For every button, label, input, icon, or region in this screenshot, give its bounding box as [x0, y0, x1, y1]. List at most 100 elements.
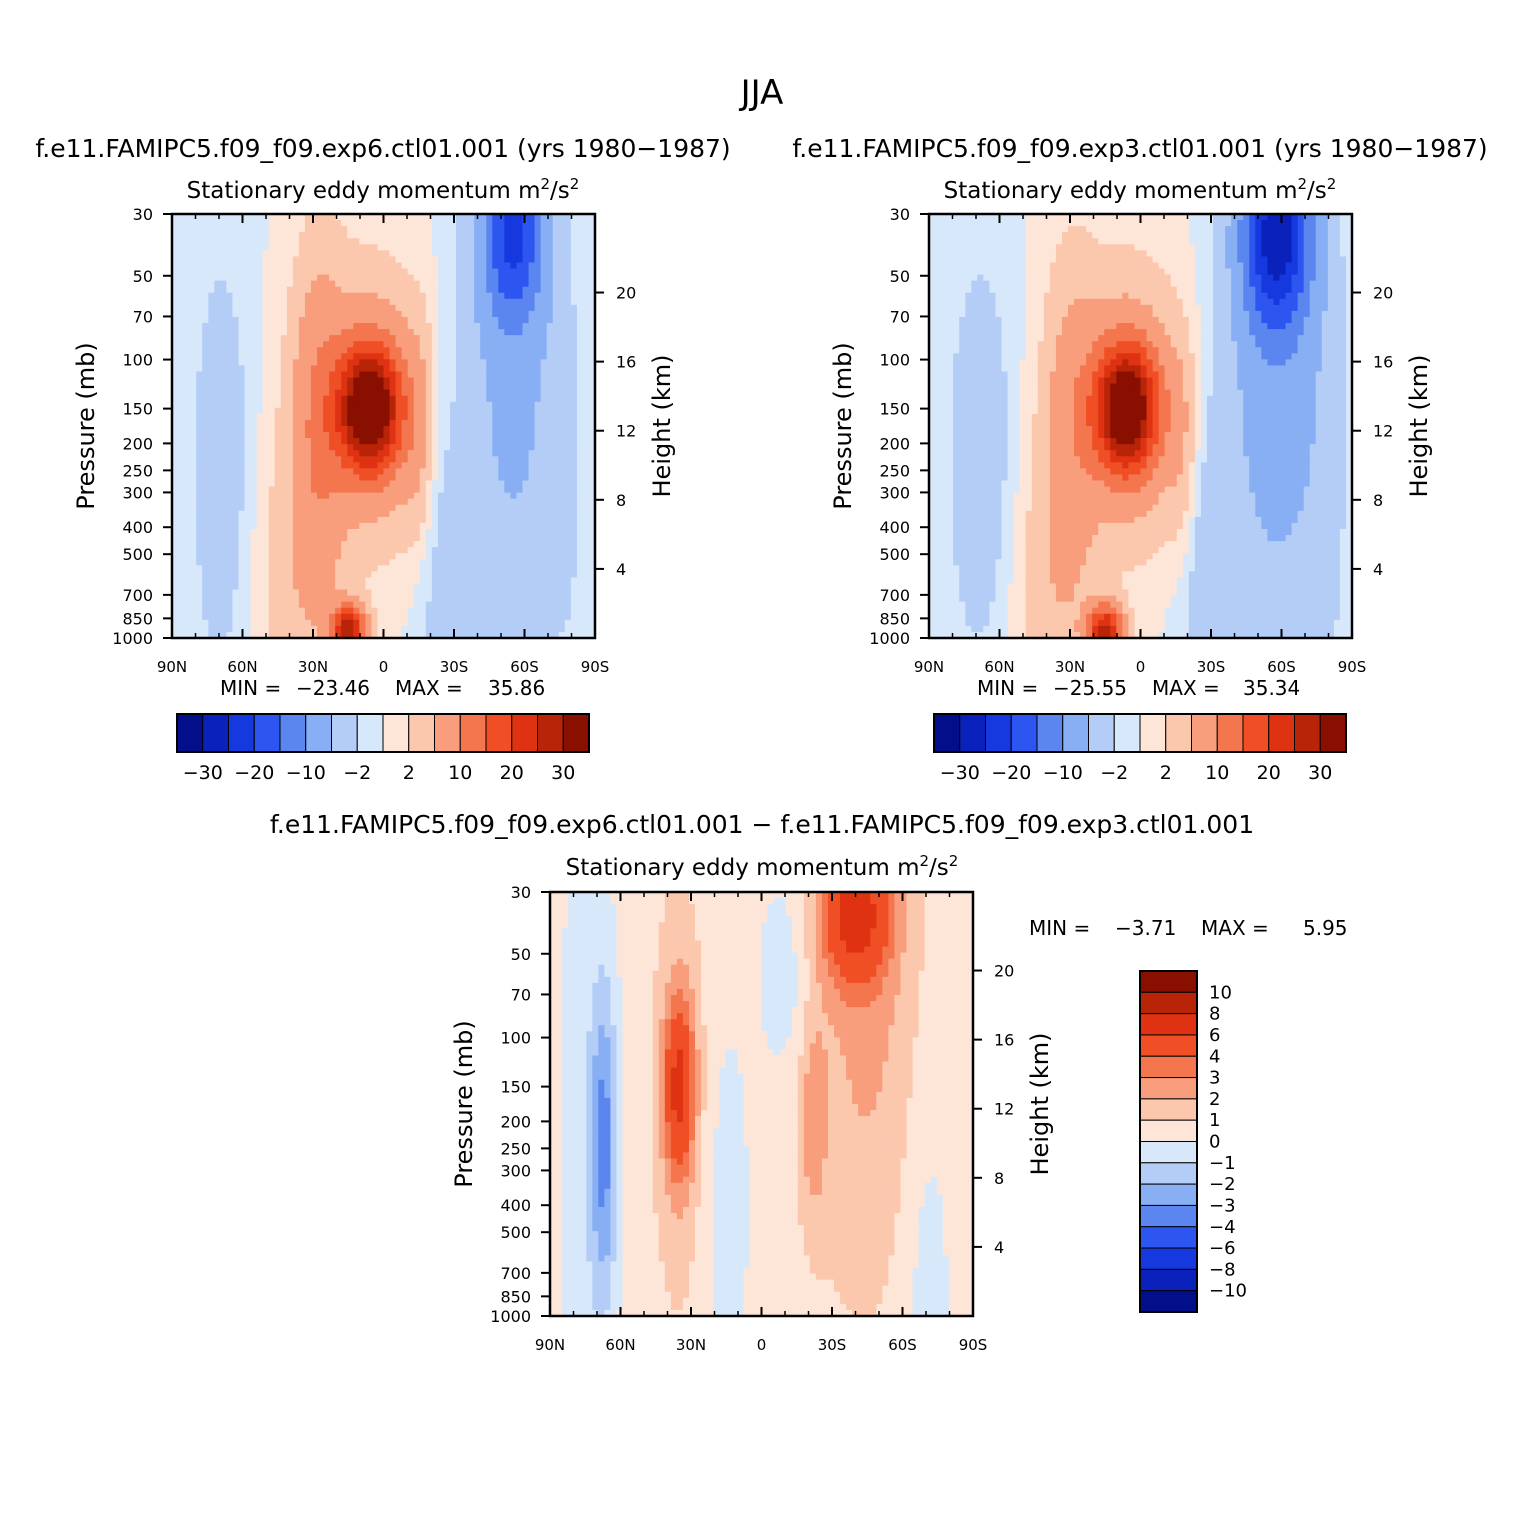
field-cell: [359, 262, 366, 270]
field-cell: [208, 316, 215, 324]
field-cell: [474, 565, 481, 572]
field-cell: [431, 232, 439, 239]
y-tick-label: 700: [122, 586, 153, 605]
field-cell: [353, 541, 360, 548]
field-cell: [528, 335, 536, 342]
field-cell: [546, 280, 554, 288]
field-cell: [383, 486, 391, 494]
field-cell: [383, 341, 391, 348]
field-cell: [443, 565, 451, 572]
field-cell: [323, 353, 330, 360]
field-cell: [401, 432, 409, 439]
field-cell: [274, 298, 282, 306]
field-cell: [383, 444, 391, 451]
field-cell: [353, 335, 360, 342]
field-cell: [232, 262, 240, 270]
field-cell: [329, 486, 336, 494]
field-cell: [196, 274, 203, 282]
field-cell: [395, 310, 403, 318]
field-cell: [419, 625, 427, 633]
field-cell: [323, 323, 330, 330]
y2-tick-label: 16: [616, 353, 636, 372]
field-cell: [304, 498, 312, 506]
field-cell: [570, 238, 578, 245]
field-cell: [196, 310, 203, 318]
field-cell: [232, 335, 240, 342]
field-cell: [383, 371, 391, 379]
field-cell: [480, 250, 487, 257]
field-cell: [365, 389, 373, 397]
field-cell: [437, 268, 445, 276]
field-cell: [413, 450, 421, 457]
field-cell: [359, 268, 366, 276]
field-cell: [522, 613, 530, 621]
field-cell: [190, 480, 197, 488]
field-cell: [268, 631, 276, 639]
field-cell: [419, 256, 427, 264]
field-cell: [407, 383, 415, 391]
field-cell: [371, 238, 379, 245]
field-cell: [226, 595, 234, 603]
field-cell: [407, 286, 415, 294]
field-cell: [317, 516, 324, 524]
field-cell: [298, 528, 306, 536]
field-cell: [184, 323, 191, 330]
field-cell: [534, 268, 542, 276]
field-cell: [353, 450, 360, 457]
field-cell: [250, 468, 258, 476]
field-cell: [280, 601, 288, 609]
field-cell: [353, 268, 360, 276]
field-cell: [341, 510, 348, 518]
field-cell: [462, 304, 469, 312]
field-cell: [310, 401, 318, 409]
field-cell: [250, 577, 258, 585]
field-cell: [413, 492, 421, 500]
field-cell: [353, 474, 360, 482]
field-cell: [570, 377, 578, 385]
field-cell: [522, 595, 530, 603]
field-cell: [377, 316, 385, 324]
field-cell: [449, 438, 457, 445]
field-cell: [492, 238, 499, 245]
field-cell: [347, 516, 354, 524]
field-cell: [371, 335, 379, 342]
field-cell: [462, 232, 469, 239]
field-cell: [371, 268, 379, 276]
field-cell: [377, 613, 385, 621]
field-cell: [190, 419, 197, 427]
field-cell: [456, 353, 463, 360]
field-cell: [232, 268, 240, 276]
field-cell: [552, 516, 560, 524]
field-cell: [540, 474, 548, 482]
field-cell: [329, 565, 336, 572]
field-cell: [570, 383, 578, 391]
field-cell: [377, 274, 385, 282]
field-cell: [576, 395, 584, 403]
field-cell: [359, 432, 366, 439]
field-cell: [395, 547, 403, 554]
field-cell: [576, 559, 584, 566]
field-cell: [480, 631, 487, 639]
field-cell: [298, 347, 306, 354]
field-cell: [341, 244, 348, 251]
field-cell: [419, 480, 427, 488]
field-cell: [504, 631, 511, 639]
field-cell: [431, 238, 439, 245]
field-cell: [280, 613, 288, 621]
field-cell: [214, 310, 221, 318]
field-cell: [449, 341, 457, 348]
field-cell: [298, 353, 306, 360]
field-cell: [522, 522, 530, 530]
field-cell: [546, 565, 554, 572]
field-cell: [262, 383, 270, 391]
field-cell: [244, 468, 252, 476]
field-cell: [576, 547, 584, 554]
field-cell: [389, 316, 397, 324]
field-cell: [178, 365, 185, 373]
field-cell: [449, 601, 457, 609]
field-cell: [570, 347, 578, 354]
field-cell: [377, 365, 385, 373]
field-cell: [190, 462, 197, 469]
field-cell: [407, 304, 415, 312]
field-cell: [310, 262, 318, 270]
